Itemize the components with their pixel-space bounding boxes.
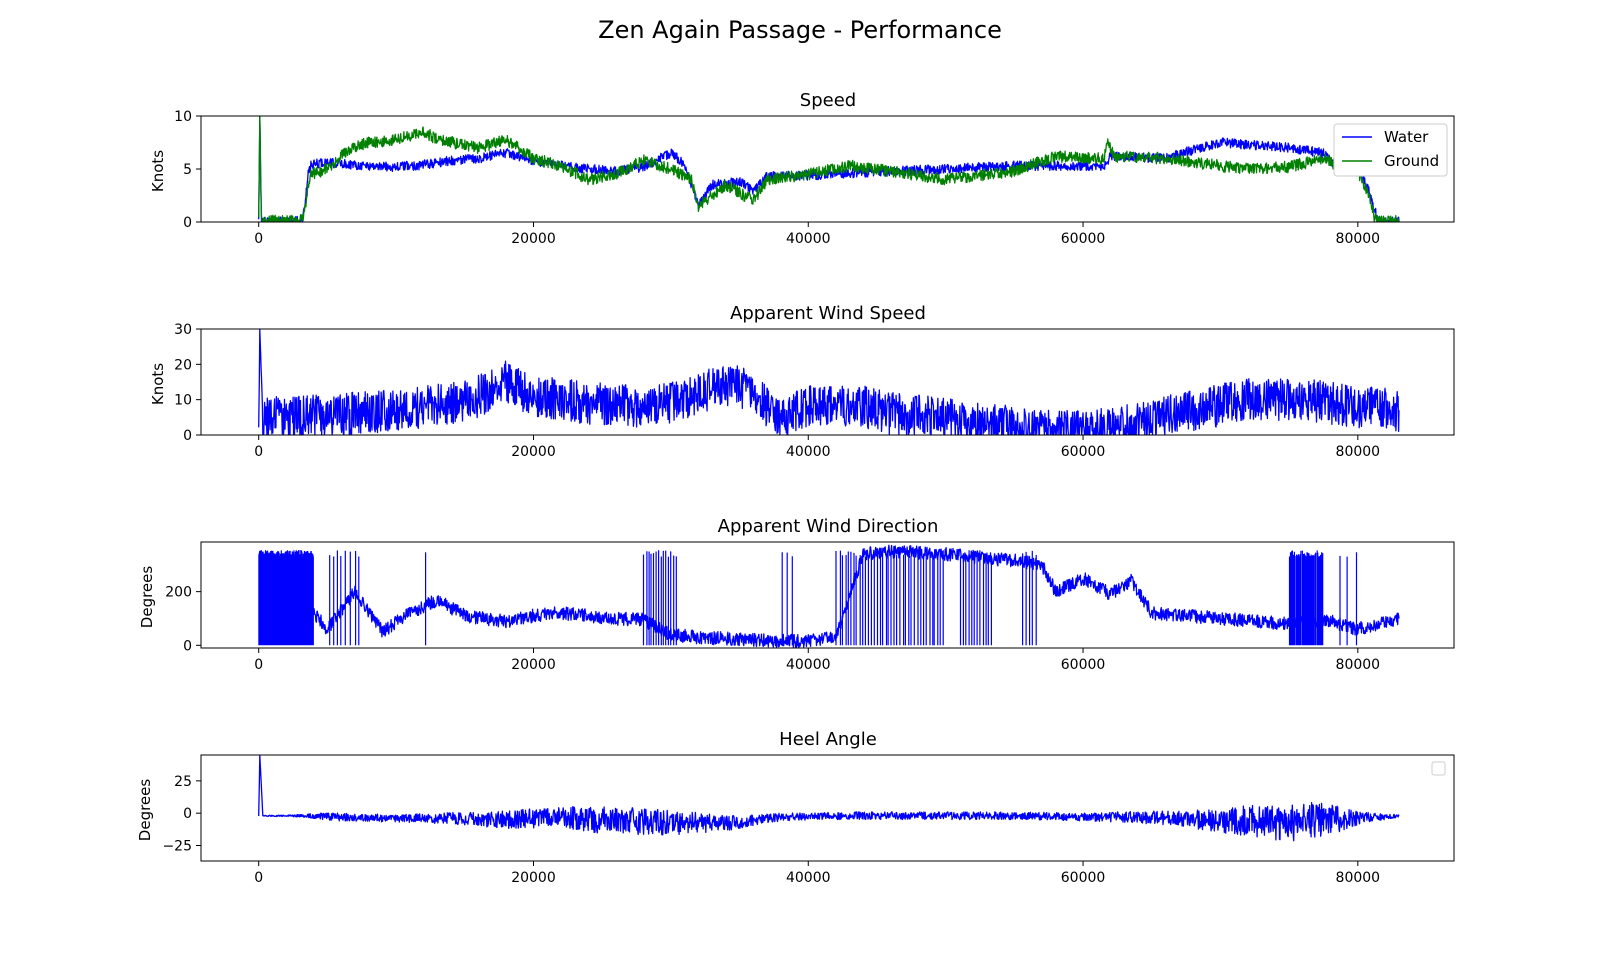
speed-x-tick-label: 0 xyxy=(254,231,263,247)
awd-wraparound-spikes xyxy=(1339,552,1358,646)
aws-y-tick-label: 30 xyxy=(174,322,192,338)
aws-x-tick-label: 60000 xyxy=(1061,444,1106,460)
aws-y-tick-label: 0 xyxy=(183,428,192,444)
figure-title: Zen Again Passage - Performance xyxy=(598,16,1002,44)
heel-panel-title: Heel Angle xyxy=(779,729,877,750)
heel-axes-frame xyxy=(200,754,1455,862)
speed-panel-title: Speed xyxy=(800,90,856,111)
speed-plot-area: 0 20000 40000 60000 80000 0 5 10 xyxy=(174,109,1455,247)
speed-panel-ylabel: Knots xyxy=(149,150,167,192)
apparent-wind-speed-panel: Apparent Wind Speed Knots 0 20000 40000 600… xyxy=(149,303,1455,460)
speed-series-ground xyxy=(258,116,1400,222)
legend-water-label: Water xyxy=(1384,128,1429,146)
aws-series-line xyxy=(258,329,1400,435)
heel-x-tick-label: 80000 xyxy=(1336,870,1381,886)
heel-series-line xyxy=(258,755,1400,842)
awd-panel-ylabel: Degrees xyxy=(138,566,156,629)
speed-y-tick-label: 5 xyxy=(183,162,192,178)
legend-ground-label: Ground xyxy=(1384,152,1439,170)
aws-x-tick-label: 40000 xyxy=(786,444,831,460)
aws-axes-frame xyxy=(200,328,1455,436)
awd-wraparound-spikes xyxy=(1022,550,1037,646)
awd-wraparound-spikes xyxy=(642,550,677,646)
awd-y-tick-label: 0 xyxy=(183,638,192,654)
heel-angle-panel: Heel Angle Degrees 0 20000 40000 60000 80000… xyxy=(136,729,1455,886)
awd-wraparound-spikes xyxy=(781,552,793,646)
apparent-wind-direction-panel: Apparent Wind Direction Degrees 0 20000 40… xyxy=(138,516,1455,673)
speed-x-tick-label: 20000 xyxy=(511,231,556,247)
awd-wraparound-spikes xyxy=(258,550,314,646)
aws-x-tick-label: 80000 xyxy=(1336,444,1381,460)
heel-x-tick-label: 20000 xyxy=(511,870,556,886)
awd-x-tick-label: 80000 xyxy=(1336,657,1381,673)
awd-plot-area: 0 20000 40000 60000 80000 0 200 xyxy=(165,541,1455,673)
awd-wraparound-spikes xyxy=(1288,550,1324,646)
speed-x-tick-label: 60000 xyxy=(1061,231,1106,247)
awd-wraparound-spikes xyxy=(835,550,944,646)
speed-series-water xyxy=(258,116,1400,222)
speed-legend: Water Ground xyxy=(1333,123,1448,177)
heel-empty-legend xyxy=(1431,761,1446,776)
heel-y-tick-label: 0 xyxy=(183,806,192,822)
awd-wraparound-spikes xyxy=(329,550,360,646)
awd-x-tick-label: 0 xyxy=(254,657,263,673)
aws-plot-area: 0 20000 40000 60000 80000 0 10 20 30 xyxy=(174,322,1455,460)
heel-plot-area: 0 20000 40000 60000 80000 −25 0 25 xyxy=(162,754,1455,886)
aws-y-tick-label: 20 xyxy=(174,357,192,373)
heel-x-tick-label: 40000 xyxy=(786,870,831,886)
heel-panel-ylabel: Degrees xyxy=(136,779,154,842)
awd-series-line xyxy=(258,544,1400,648)
speed-x-tick-label: 80000 xyxy=(1336,231,1381,247)
awd-x-tick-label: 60000 xyxy=(1061,657,1106,673)
heel-x-tick-label: 0 xyxy=(254,870,263,886)
speed-y-tick-label: 0 xyxy=(183,215,192,231)
aws-x-tick-label: 0 xyxy=(254,444,263,460)
heel-y-tick-label: 25 xyxy=(174,774,192,790)
awd-wraparound-spikes xyxy=(959,550,992,646)
heel-x-tick-label: 60000 xyxy=(1061,870,1106,886)
awd-panel-title: Apparent Wind Direction xyxy=(718,516,939,537)
speed-panel: Speed Knots 0 20000 40000 60000 80000 0 5 10 Wa… xyxy=(149,90,1455,247)
awd-axes-frame xyxy=(200,541,1455,649)
speed-y-tick-label: 10 xyxy=(174,109,192,125)
heel-y-tick-label: −25 xyxy=(162,838,192,854)
aws-panel-ylabel: Knots xyxy=(149,363,167,405)
speed-x-tick-label: 40000 xyxy=(786,231,831,247)
aws-x-tick-label: 20000 xyxy=(511,444,556,460)
awd-y-tick-label: 200 xyxy=(165,585,192,601)
aws-y-tick-label: 10 xyxy=(174,393,192,409)
awd-x-tick-label: 20000 xyxy=(511,657,556,673)
aws-panel-title: Apparent Wind Speed xyxy=(730,303,926,324)
awd-x-tick-label: 40000 xyxy=(786,657,831,673)
